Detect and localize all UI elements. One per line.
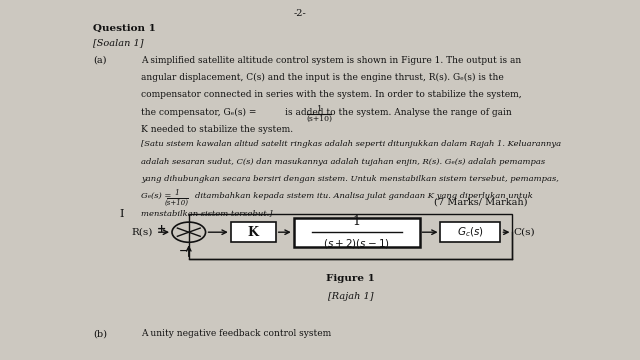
- Text: [Rajah 1]: [Rajah 1]: [328, 292, 373, 301]
- Text: [Soalan 1]: [Soalan 1]: [93, 38, 143, 47]
- Bar: [440, 222, 500, 242]
- Text: (s+10): (s+10): [307, 115, 332, 123]
- Text: $G_c(s)$: $G_c(s)$: [457, 225, 484, 239]
- Text: (a): (a): [93, 56, 106, 65]
- Text: C(s): C(s): [514, 228, 535, 237]
- Text: 1: 1: [353, 215, 360, 228]
- Text: I: I: [120, 209, 124, 219]
- Text: yang dihubungkan secara bersiri dengan sistem. Untuk menstabilkan sistem tersebu: yang dihubungkan secara bersiri dengan s…: [141, 175, 559, 183]
- Text: A unity negative feedback control system: A unity negative feedback control system: [141, 329, 331, 338]
- Text: +: +: [157, 224, 166, 234]
- Text: compensator connected in series with the system. In order to stabilize the syste: compensator connected in series with the…: [141, 90, 522, 99]
- Bar: [231, 222, 276, 242]
- Text: 1: 1: [175, 189, 180, 197]
- Text: (s+10): (s+10): [165, 199, 189, 207]
- Text: menstabilkan sistem tersebut.]: menstabilkan sistem tersebut.]: [141, 210, 273, 217]
- Text: K needed to stabilize the system.: K needed to stabilize the system.: [141, 125, 293, 134]
- Text: (7 Marks/ Markah): (7 Marks/ Markah): [434, 198, 527, 207]
- Text: 1: 1: [317, 105, 322, 113]
- Bar: [189, 214, 513, 259]
- Text: K: K: [248, 225, 259, 239]
- Text: R(s): R(s): [132, 228, 153, 237]
- Text: [Satu sistem kawalan alitud satelit ringkas adalah seperti ditunjukkan dalam Raj: [Satu sistem kawalan alitud satelit ring…: [141, 140, 561, 148]
- Text: −: −: [179, 246, 189, 256]
- Text: Figure 1: Figure 1: [326, 274, 375, 283]
- Text: (b): (b): [93, 329, 107, 338]
- Text: Question 1: Question 1: [93, 23, 156, 32]
- Text: angular displacement, C(s) and the input is the engine thrust, R(s). Gₑ(s) is th: angular displacement, C(s) and the input…: [141, 73, 504, 82]
- Text: adalah sesaran sudut, C(s) dan masukannya adalah tujahan enjin, R(s). Gₑ(s) adal: adalah sesaran sudut, C(s) dan masukanny…: [141, 158, 545, 166]
- Text: A simplified satellite altitude control system is shown in Figure 1. The output : A simplified satellite altitude control …: [141, 56, 521, 65]
- Bar: [294, 218, 420, 247]
- Text: Gₑ(s) =         ditambahkan kepada sistem itu. Analisa julat gandaan K yang dipe: Gₑ(s) = ditambahkan kepada sistem itu. A…: [141, 192, 532, 200]
- Text: -2-: -2-: [293, 9, 306, 18]
- Text: the compensator, Gₑ(s) =          is added to the system. Analyse the range of g: the compensator, Gₑ(s) = is added to the…: [141, 108, 511, 117]
- Text: $(s+2)(s-1)$: $(s+2)(s-1)$: [323, 237, 390, 249]
